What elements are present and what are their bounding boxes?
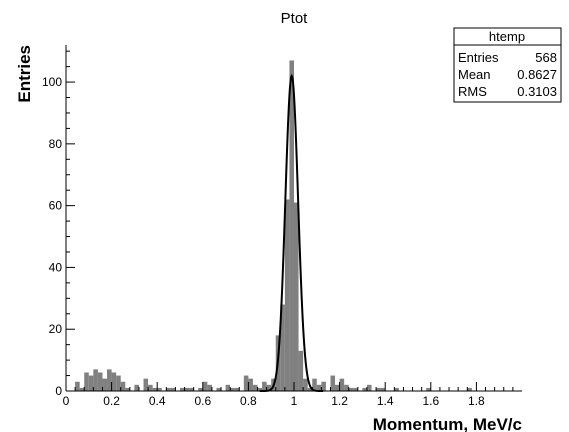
histogram-bar bbox=[216, 387, 222, 391]
histogram-bar bbox=[230, 387, 235, 391]
histogram-bar bbox=[152, 387, 158, 391]
histogram-bar bbox=[234, 387, 240, 391]
x-tick-label: 0.8 bbox=[240, 394, 257, 408]
histogram-bar bbox=[189, 387, 194, 391]
stats-rms-value: 0.3103 bbox=[517, 84, 557, 99]
histogram-bar bbox=[111, 372, 117, 391]
histogram-bar bbox=[79, 387, 85, 391]
histogram-bar bbox=[362, 387, 367, 391]
histogram-bar bbox=[376, 387, 381, 391]
stats-box: htemp Entries 568 Mean 0.8627 RMS 0.3103 bbox=[453, 27, 562, 103]
x-tick-label: 1 bbox=[291, 394, 298, 408]
stats-entries-label: Entries bbox=[458, 50, 499, 65]
histogram-bar bbox=[170, 387, 176, 391]
histogram-bar bbox=[202, 381, 208, 391]
x-tick-label: 0.4 bbox=[149, 394, 166, 408]
y-tick-label: 80 bbox=[49, 137, 63, 151]
x-tick-label: 0.2 bbox=[103, 394, 120, 408]
histogram-bar bbox=[84, 372, 89, 391]
histogram-bar bbox=[93, 369, 98, 391]
histogram-bar bbox=[252, 384, 258, 391]
y-tick-label: 20 bbox=[49, 322, 63, 336]
histogram-bar bbox=[339, 378, 345, 391]
histogram-bar bbox=[335, 384, 340, 391]
histogram-bar bbox=[266, 384, 272, 391]
y-tick-label: 60 bbox=[49, 199, 63, 213]
histogram-bar bbox=[316, 384, 322, 391]
histogram-bar bbox=[107, 369, 112, 391]
histogram-bar bbox=[225, 384, 231, 391]
histogram-bar bbox=[353, 387, 358, 391]
histogram-bar bbox=[467, 387, 472, 391]
histogram-bar bbox=[157, 387, 162, 391]
histogram-bar bbox=[75, 381, 80, 391]
histogram-bar bbox=[148, 384, 153, 391]
histogram-bars bbox=[75, 60, 472, 391]
histogram-bar bbox=[303, 378, 308, 391]
stats-rms-label: RMS bbox=[458, 84, 487, 99]
histogram-bar bbox=[344, 384, 349, 391]
histogram-bar bbox=[284, 199, 290, 391]
histogram-bar bbox=[257, 387, 263, 391]
histogram-bar bbox=[394, 387, 399, 391]
histogram-bar bbox=[248, 378, 253, 391]
histogram-bar bbox=[102, 378, 108, 391]
histogram-bar bbox=[426, 387, 431, 391]
chart-title: Ptot bbox=[281, 10, 309, 27]
histogram-bar bbox=[166, 387, 171, 391]
histogram-bar bbox=[307, 387, 313, 391]
histogram-bar bbox=[289, 60, 294, 391]
x-axis-title: Momentum, MeV/c bbox=[373, 415, 522, 432]
histogram-bar bbox=[180, 387, 185, 391]
histogram-bar bbox=[243, 375, 249, 391]
x-tick-label: 0.6 bbox=[194, 394, 211, 408]
histogram-bar bbox=[120, 381, 126, 391]
histogram-bar bbox=[207, 384, 212, 391]
histogram-bar bbox=[143, 378, 149, 391]
histogram-bar bbox=[380, 387, 386, 391]
stats-entries-value: 568 bbox=[535, 50, 557, 65]
histogram-bar bbox=[88, 375, 94, 391]
histogram-bar bbox=[116, 375, 121, 391]
y-axis-ticks: 0 20 40 60 80 100 bbox=[42, 50, 75, 398]
y-axis-title: Entries bbox=[15, 45, 34, 103]
histogram-bar bbox=[280, 304, 285, 391]
histogram-bar bbox=[330, 375, 336, 391]
histogram-bar bbox=[321, 381, 326, 391]
x-tick-label: 1.4 bbox=[377, 394, 394, 408]
y-tick-label: 40 bbox=[49, 260, 63, 274]
y-tick-label: 0 bbox=[55, 384, 62, 398]
histogram-bar bbox=[366, 384, 372, 391]
histogram-bar bbox=[125, 387, 130, 391]
histogram-bar bbox=[298, 350, 304, 391]
histogram-bar bbox=[262, 381, 267, 391]
histogram-bar bbox=[134, 384, 139, 391]
histogram-bar bbox=[294, 202, 299, 391]
histogram-bar bbox=[312, 378, 317, 391]
x-tick-label: 1.8 bbox=[468, 394, 485, 408]
y-tick-label: 100 bbox=[42, 75, 62, 89]
histogram-bar bbox=[184, 387, 190, 391]
x-tick-label: 0 bbox=[63, 394, 70, 408]
histogram-bar bbox=[97, 372, 103, 391]
stats-box-title: htemp bbox=[489, 29, 525, 44]
stats-mean-label: Mean bbox=[458, 67, 491, 82]
x-tick-label: 1.2 bbox=[331, 394, 348, 408]
stats-mean-value: 0.8627 bbox=[517, 67, 557, 82]
x-tick-label: 1.6 bbox=[422, 394, 439, 408]
x-axis-ticks: 0 0.2 0.4 0.6 0.8 1 1.2 1.4 1.6 1.8 bbox=[63, 382, 514, 408]
histogram-bar bbox=[348, 387, 354, 391]
histogram-bar bbox=[198, 387, 203, 391]
